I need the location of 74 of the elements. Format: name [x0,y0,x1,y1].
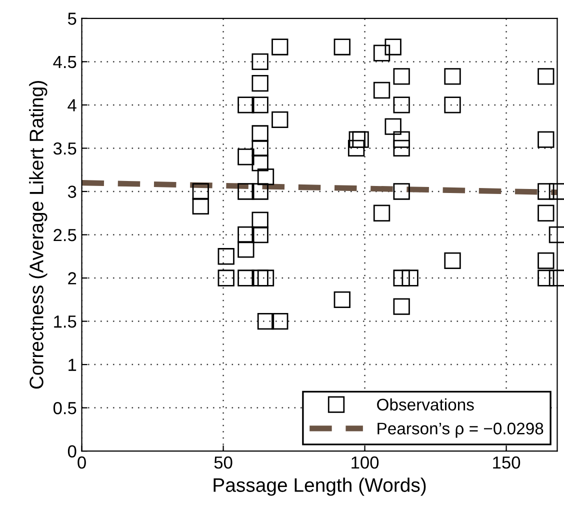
y-tick-label: 4 [68,99,76,112]
point [257,168,274,186]
point [373,204,390,222]
point [384,38,402,56]
y-tick-label: 0.5 [53,402,76,414]
x-tick-label: 50 [214,456,232,469]
point [548,226,564,244]
point [238,226,254,244]
point [192,183,209,200]
x-axis-title: Passage Length (Words) [214,478,426,496]
point [444,68,461,85]
y-tick-label: 1 [68,358,76,371]
point [192,198,209,215]
x-tick-label: 0 [78,456,86,469]
legend-label: Observations [377,398,474,411]
point [348,140,365,157]
point [252,74,268,92]
y-tick-label: 0 [68,445,76,458]
legend-label: Pearson’s ρ = −0.0298 [378,422,544,438]
point [257,270,274,286]
point [334,38,350,56]
point [538,68,554,85]
point [548,183,564,200]
point [348,131,366,148]
point [538,270,554,286]
point [252,270,268,286]
y-tick-label: 2.5 [54,228,76,242]
point [402,270,418,286]
point [393,270,410,286]
x-tick-label: 150 [493,456,520,469]
point [252,96,268,114]
point [272,111,288,128]
point [252,125,268,142]
point [218,270,234,286]
point [352,131,369,148]
y-axis-title: Correctness (Average Likert Rating) [29,81,48,389]
point [238,241,254,258]
point [238,96,254,114]
point [444,96,461,114]
point [373,44,390,62]
point [238,148,254,166]
point [538,131,554,148]
point [373,82,390,99]
y-tick-label: 5 [68,12,76,25]
y-tick-label: 1.5 [54,316,76,328]
y-tick-label: 2 [68,272,76,284]
point [257,312,274,330]
point [384,118,402,135]
point [548,270,564,286]
x-tick-label: 100 [352,456,379,469]
point [393,183,410,200]
point [238,183,254,200]
point [218,248,234,265]
point [238,270,254,286]
point [393,68,410,85]
y-tick-label: 4.5 [53,56,76,68]
point [538,252,554,270]
point [393,298,410,315]
y-tick-label: 3 [68,186,76,198]
point [252,212,268,228]
point [538,183,554,200]
point [272,38,288,56]
point [252,53,268,70]
point [252,183,268,200]
point [334,291,350,308]
point [252,226,268,244]
point [393,96,410,114]
point [393,131,410,148]
point [444,252,461,270]
y-tick-label: 3.5 [53,142,76,155]
point [538,204,554,222]
point [272,312,288,330]
point [393,140,410,157]
point [252,154,268,172]
